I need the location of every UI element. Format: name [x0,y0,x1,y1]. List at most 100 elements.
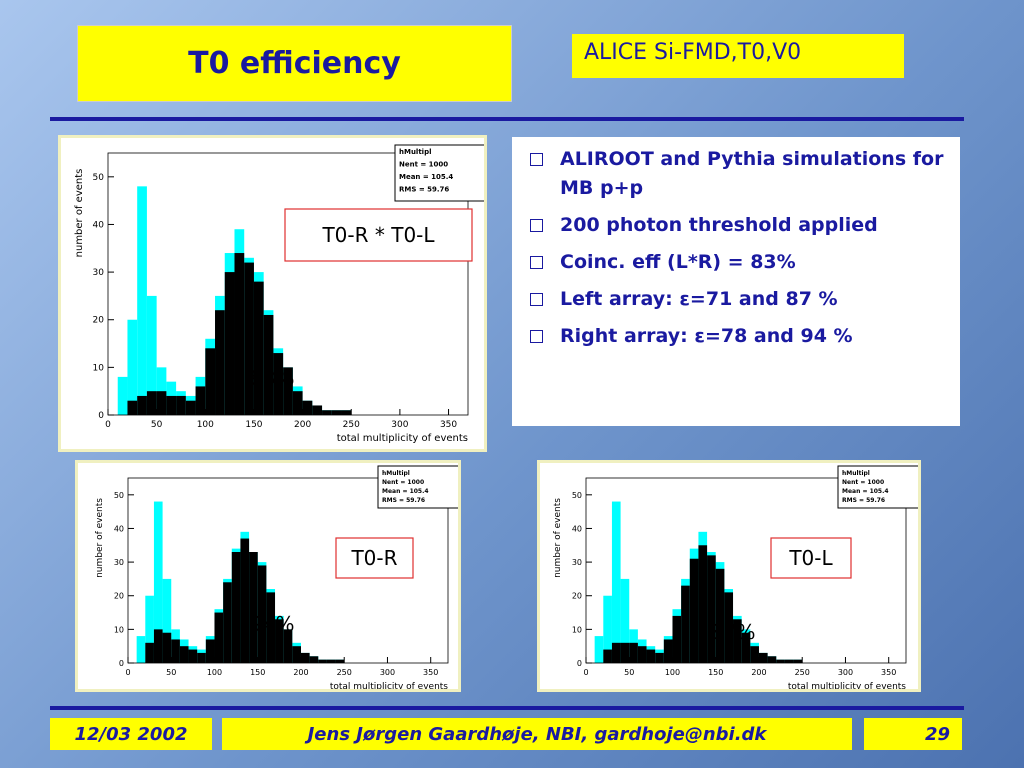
y-tick-label: 0 [119,659,124,668]
y-tick-label: 40 [114,524,124,533]
bar [707,555,716,663]
bar [603,649,612,663]
y-axis-label: number of events [553,498,563,578]
bar [793,659,803,663]
x-tick-label: 200 [751,668,766,677]
bar [162,632,172,663]
bullet: ALIROOT and Pythia simulations for MB p+… [522,145,950,203]
bar [611,501,621,663]
bullet-list: ALIROOT and Pythia simulations for MB p+… [522,145,950,351]
bar [672,615,682,663]
stats-line: Nent = 1000 [842,479,884,486]
bar [283,367,293,415]
y-tick-label: 50 [114,491,124,500]
chart-label: T0-L [788,546,833,570]
bar [620,578,630,663]
stats-box [377,465,458,509]
y-axis-label: number of events [95,498,105,578]
bar [205,639,215,663]
bar [146,295,157,415]
bar [214,612,224,663]
bar [637,646,647,663]
x-tick-label: 100 [665,668,680,677]
x-tick-label: 350 [423,668,438,677]
bar [275,619,284,663]
bar [784,659,794,663]
bar [249,552,258,663]
x-axis-label: total multiplicity of events [788,682,906,689]
chart-panel: 0 50 100 150 200 250 300 350 0 10 20 30 40 50 total mu… [75,460,461,692]
stats-line: hMultipl [399,148,432,156]
x-axis-label: total multiplicity of events [337,433,468,444]
bullet: 200 photon threshold applied [522,211,950,240]
bar [153,501,163,663]
bar [724,592,734,663]
bar [655,652,664,663]
plot-frame [107,152,469,416]
bar [322,410,332,415]
x-tick-label: 100 [197,420,214,430]
rule [50,117,964,121]
x-tick-label: 100 [207,668,222,677]
bar [263,314,274,415]
label-box [284,208,473,262]
bar [326,659,336,663]
stats-line: Mean = 105.4 [399,173,453,181]
x-tick-label: 150 [708,668,723,677]
y-tick-label: 50 [572,491,582,500]
x-tick-label: 150 [245,420,262,430]
label-box [335,537,414,579]
bar [646,649,656,663]
bar [273,353,284,415]
bar [223,582,232,663]
bar [185,400,196,415]
bar [681,585,690,663]
y-tick-label: 10 [572,625,582,634]
y-tick-label: 10 [114,625,124,634]
bar [137,395,147,415]
y-tick-label: 40 [572,524,582,533]
bullet: Left array: ε=71 and 87 % [522,285,950,314]
bar [176,395,186,415]
x-tick-label: 250 [337,668,352,677]
footer-page: 29 [864,718,962,750]
y-tick-label: 30 [93,268,105,278]
y-tick-label: 30 [572,558,582,567]
bar [117,376,128,415]
y-tick-label: 0 [98,411,104,421]
bar [145,595,154,663]
x-tick-label: 150 [250,668,265,677]
plot-frame [585,477,907,664]
bar [292,646,301,663]
bar [776,659,785,663]
bar [292,391,303,415]
bar [231,552,241,663]
x-tick-label: 300 [838,668,853,677]
bar [197,652,206,663]
bullet: Right array: ε=78 and 94 % [522,322,950,351]
bar [741,632,751,663]
efficiency-label: 94% [250,612,294,636]
bar [244,262,254,415]
bullet-box: ALIROOT and Pythia simulations for MB p+… [512,137,960,426]
y-tick-label: 40 [93,220,105,230]
bar [611,642,621,663]
x-tick-label: 300 [380,668,395,677]
bar [179,646,189,663]
bar [620,642,630,663]
bar [715,568,725,663]
label-box [770,537,852,579]
bar [758,652,768,663]
bar [166,395,177,415]
bar [663,639,673,663]
x-tick-label: 0 [583,668,588,677]
y-tick-label: 50 [93,173,105,183]
bar [224,272,235,415]
rule [50,706,964,710]
bar [240,538,250,663]
x-tick-label: 200 [293,668,308,677]
histogram: 0 50 100 150 200 250 300 350 0 10 20 30 40 50 total mu… [553,465,918,689]
stats-box [394,144,484,202]
y-tick-label: 20 [114,592,124,601]
chart-label: T0-R [350,546,397,570]
